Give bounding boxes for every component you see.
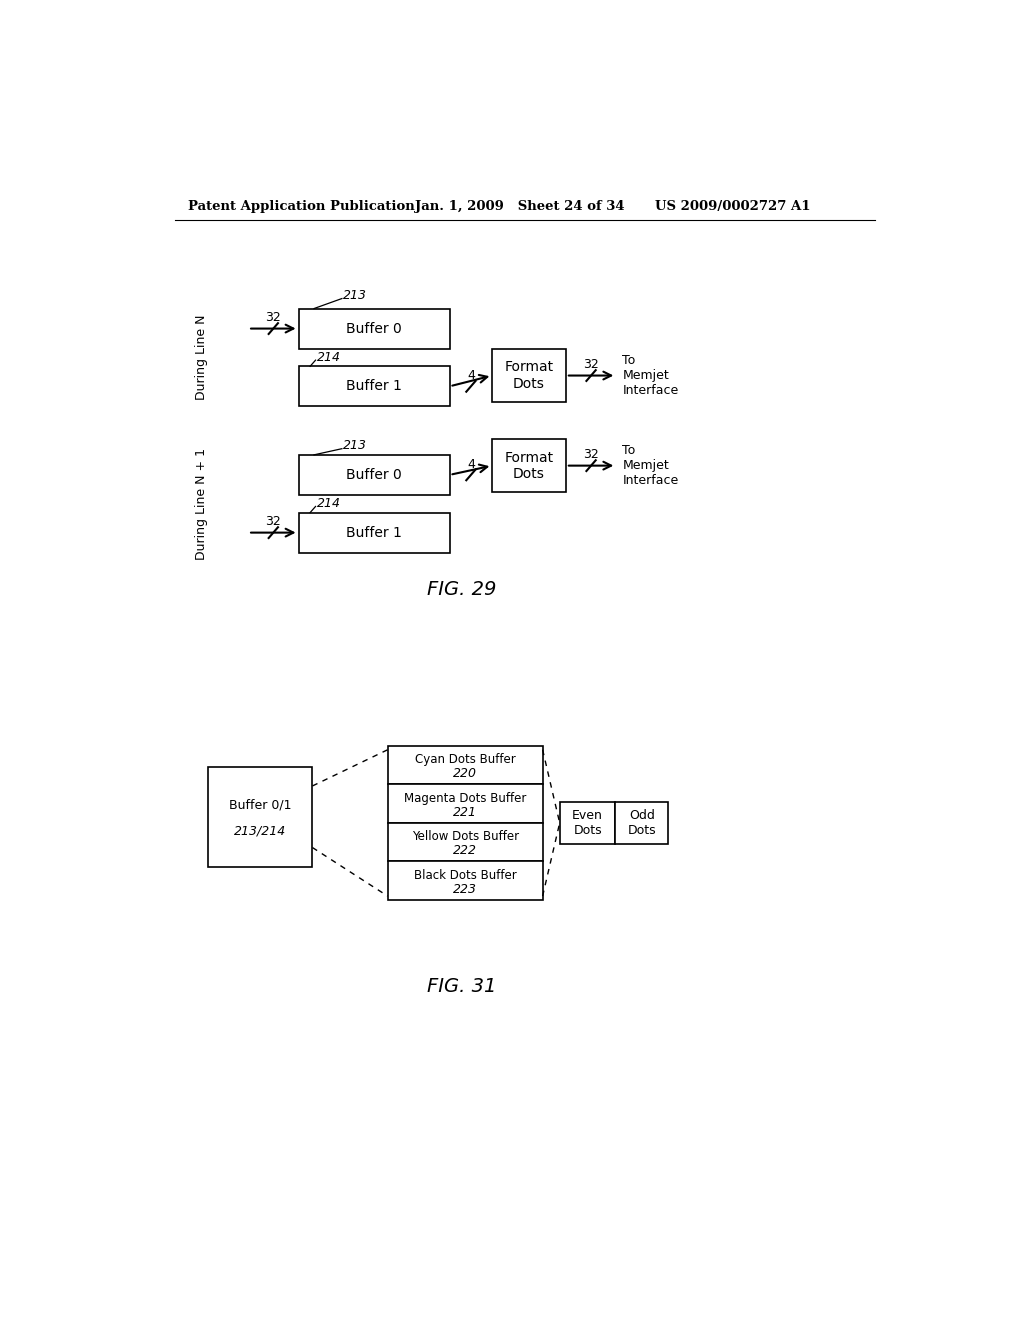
Bar bbox=[299, 512, 450, 553]
Text: Even
Dots: Even Dots bbox=[572, 809, 603, 837]
Bar bbox=[299, 455, 450, 495]
Text: Buffer 0: Buffer 0 bbox=[346, 322, 402, 335]
Text: During Line N: During Line N bbox=[196, 314, 208, 400]
Text: Magenta Dots Buffer: Magenta Dots Buffer bbox=[403, 792, 526, 805]
Text: US 2009/0002727 A1: US 2009/0002727 A1 bbox=[655, 199, 811, 213]
Text: 221: 221 bbox=[454, 805, 477, 818]
Text: 213: 213 bbox=[343, 289, 368, 302]
Text: 213: 213 bbox=[343, 440, 368, 453]
Text: To
Memjet
Interface: To Memjet Interface bbox=[623, 444, 679, 487]
Text: Buffer 0: Buffer 0 bbox=[346, 467, 402, 482]
Text: Patent Application Publication: Patent Application Publication bbox=[188, 199, 415, 213]
Text: Odd
Dots: Odd Dots bbox=[628, 809, 656, 837]
Text: 32: 32 bbox=[584, 358, 599, 371]
Text: 4: 4 bbox=[467, 458, 475, 471]
Text: Format
Dots: Format Dots bbox=[505, 360, 554, 391]
Bar bbox=[493, 440, 566, 492]
Text: 214: 214 bbox=[317, 351, 341, 363]
Text: 32: 32 bbox=[584, 449, 599, 462]
Text: 32: 32 bbox=[265, 312, 282, 325]
Text: FIG. 29: FIG. 29 bbox=[427, 579, 496, 599]
Bar bbox=[493, 350, 566, 401]
Text: FIG. 31: FIG. 31 bbox=[427, 977, 496, 995]
Bar bbox=[299, 367, 450, 407]
Bar bbox=[208, 767, 312, 867]
Bar bbox=[299, 309, 450, 348]
Bar bbox=[560, 801, 615, 843]
Text: Jan. 1, 2009   Sheet 24 of 34: Jan. 1, 2009 Sheet 24 of 34 bbox=[415, 199, 625, 213]
Text: Buffer 1: Buffer 1 bbox=[346, 379, 402, 393]
Bar bbox=[388, 784, 543, 822]
Text: 213/214: 213/214 bbox=[234, 824, 287, 837]
Text: Buffer 0/1: Buffer 0/1 bbox=[229, 799, 292, 812]
Bar bbox=[388, 822, 543, 862]
Text: 4: 4 bbox=[467, 370, 475, 381]
Bar bbox=[615, 801, 669, 843]
Text: 223: 223 bbox=[454, 883, 477, 896]
Text: During Line N + 1: During Line N + 1 bbox=[196, 447, 208, 560]
Text: Yellow Dots Buffer: Yellow Dots Buffer bbox=[412, 830, 519, 843]
Text: Black Dots Buffer: Black Dots Buffer bbox=[414, 869, 516, 882]
Text: Format
Dots: Format Dots bbox=[505, 450, 554, 480]
Text: 214: 214 bbox=[317, 496, 341, 510]
Text: Buffer 1: Buffer 1 bbox=[346, 525, 402, 540]
Bar bbox=[388, 746, 543, 784]
Text: 222: 222 bbox=[454, 843, 477, 857]
Text: 220: 220 bbox=[454, 767, 477, 780]
Text: To
Memjet
Interface: To Memjet Interface bbox=[623, 354, 679, 397]
Bar bbox=[388, 862, 543, 900]
Text: Cyan Dots Buffer: Cyan Dots Buffer bbox=[415, 754, 515, 767]
Text: 32: 32 bbox=[265, 515, 282, 528]
